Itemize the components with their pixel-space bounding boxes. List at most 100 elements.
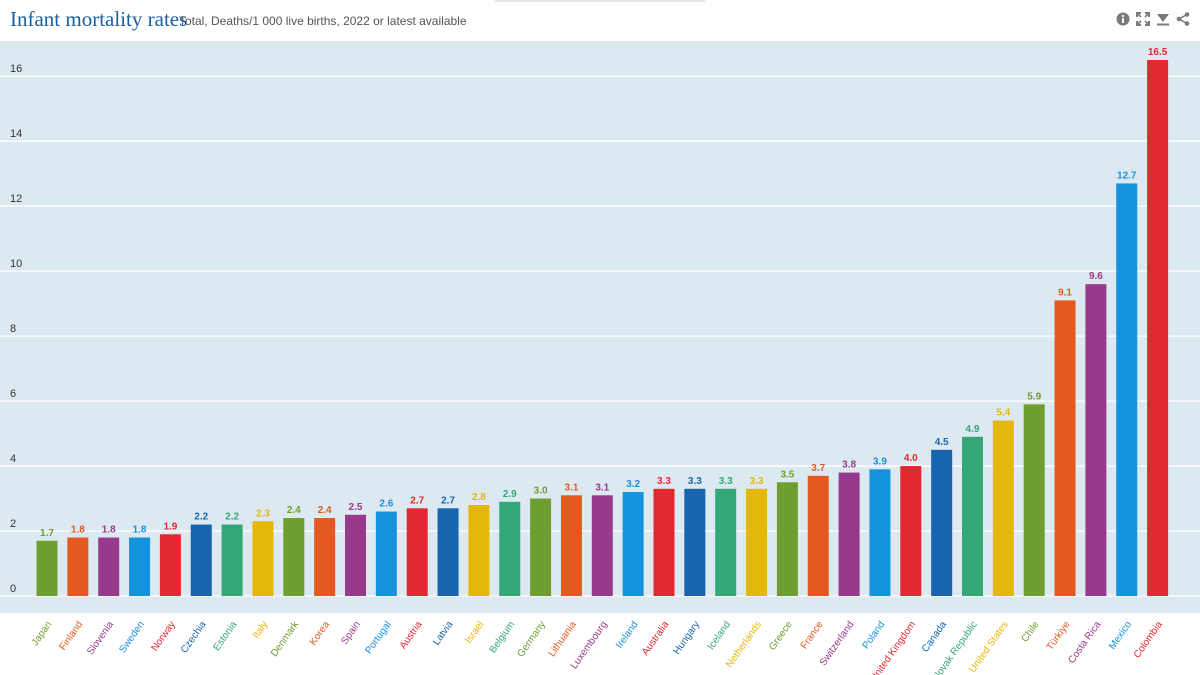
x-tick-label: Finland xyxy=(57,619,85,652)
data-label: 2.2 xyxy=(194,512,208,523)
x-tick-label: Denmark xyxy=(269,619,302,659)
download-icon[interactable] xyxy=(1156,11,1170,27)
bar[interactable] xyxy=(221,524,243,596)
bar[interactable] xyxy=(1147,60,1169,596)
chart-toolbar xyxy=(1116,11,1190,27)
y-tick-label: 10 xyxy=(10,258,22,270)
bar[interactable] xyxy=(283,518,305,596)
x-tick-label: Italy xyxy=(251,619,271,640)
bar[interactable] xyxy=(653,488,675,596)
bar[interactable] xyxy=(622,492,644,596)
data-label: 3.3 xyxy=(719,476,733,487)
header-divider xyxy=(495,0,705,2)
bar[interactable] xyxy=(1023,404,1045,596)
x-tick-label: Poland xyxy=(861,619,888,651)
bar[interactable] xyxy=(468,505,490,596)
x-tick-label: Greece xyxy=(767,619,795,653)
share-icon[interactable] xyxy=(1176,11,1190,27)
x-tick-label: Spain xyxy=(339,619,363,646)
x-tick-label: France xyxy=(799,619,826,651)
chart-title: Infant mortality rates xyxy=(10,7,188,31)
y-tick-label: 0 xyxy=(10,583,16,595)
bar[interactable] xyxy=(746,488,768,596)
bar[interactable] xyxy=(129,537,151,596)
bar[interactable] xyxy=(869,469,891,596)
data-label: 12.7 xyxy=(1117,170,1137,181)
y-tick-label: 2 xyxy=(10,518,16,530)
x-tick-label: Ireland xyxy=(614,619,641,650)
bar[interactable] xyxy=(190,524,212,596)
data-label: 3.1 xyxy=(564,482,578,493)
bar[interactable] xyxy=(776,482,798,596)
bar[interactable] xyxy=(838,472,860,596)
data-label: 3.0 xyxy=(534,486,548,497)
bar[interactable] xyxy=(1085,284,1107,596)
x-tick-label: Czechia xyxy=(179,619,209,655)
bar[interactable] xyxy=(931,449,953,596)
bar[interactable] xyxy=(1116,183,1138,596)
bar[interactable] xyxy=(1054,300,1076,596)
bar[interactable] xyxy=(314,518,336,596)
bar[interactable] xyxy=(98,537,120,596)
bar[interactable] xyxy=(560,495,582,596)
bar[interactable] xyxy=(36,540,58,596)
data-label: 3.3 xyxy=(688,476,702,487)
data-label: 5.4 xyxy=(996,408,1010,419)
data-label: 2.7 xyxy=(441,495,455,506)
x-tick-label: Colombia xyxy=(1132,619,1165,660)
data-label: 1.8 xyxy=(133,525,147,536)
bar[interactable] xyxy=(962,436,983,596)
data-label: 2.9 xyxy=(503,489,517,500)
chart-header: Infant mortality rates Total, Deaths/1 0… xyxy=(0,0,1200,40)
x-tick-label: Sweden xyxy=(117,619,147,655)
data-label: 4.9 xyxy=(966,424,980,435)
data-label: 1.7 xyxy=(40,528,54,539)
data-label: 3.3 xyxy=(750,476,764,487)
data-label: 4.0 xyxy=(904,453,918,464)
data-label: 2.4 xyxy=(318,505,332,516)
x-tick-label: Hungary xyxy=(672,619,703,656)
x-tick-label: Mexico xyxy=(1107,619,1134,652)
data-label: 2.4 xyxy=(287,505,301,516)
x-tick-label: Canada xyxy=(920,619,949,654)
bar[interactable] xyxy=(715,488,737,596)
bar[interactable] xyxy=(530,498,552,596)
info-icon[interactable] xyxy=(1116,11,1130,27)
data-label: 2.8 xyxy=(472,492,486,503)
data-label: 3.3 xyxy=(657,476,671,487)
bar[interactable] xyxy=(375,511,397,596)
bar[interactable] xyxy=(900,466,922,596)
x-tick-label: Norway xyxy=(149,619,177,653)
bar[interactable] xyxy=(684,488,706,596)
bar[interactable] xyxy=(437,508,459,596)
data-label: 16.5 xyxy=(1148,47,1168,58)
data-label: 3.5 xyxy=(780,469,794,480)
expand-icon[interactable] xyxy=(1136,11,1150,27)
data-label: 3.7 xyxy=(811,463,825,474)
bar[interactable] xyxy=(406,508,428,596)
data-label: 3.9 xyxy=(873,456,887,467)
bar[interactable] xyxy=(67,537,89,596)
x-tick-label: Austria xyxy=(398,619,425,651)
bar[interactable] xyxy=(159,534,181,596)
y-tick-label: 4 xyxy=(10,453,16,465)
bar[interactable] xyxy=(252,521,274,596)
x-tick-label: Israel xyxy=(463,619,486,645)
data-label: 9.6 xyxy=(1089,271,1103,282)
x-tick-label: Australia xyxy=(640,619,672,658)
x-tick-label: Lithuania xyxy=(547,619,580,659)
chart-subtitle: Total, Deaths/1 000 live births, 2022 or… xyxy=(179,14,467,28)
y-tick-label: 16 xyxy=(10,63,22,75)
x-tick-label: Türkiye xyxy=(1045,619,1073,653)
bar[interactable] xyxy=(499,501,521,596)
bar[interactable] xyxy=(992,420,1014,596)
x-tick-label: Germany xyxy=(515,619,548,659)
bar[interactable] xyxy=(591,495,613,596)
x-tick-label: Estonia xyxy=(211,619,239,653)
y-tick-label: 14 xyxy=(10,128,22,140)
x-tick-label: Japan xyxy=(30,619,55,648)
data-label: 3.1 xyxy=(595,482,609,493)
bar[interactable] xyxy=(345,514,366,596)
bar[interactable] xyxy=(807,475,829,596)
